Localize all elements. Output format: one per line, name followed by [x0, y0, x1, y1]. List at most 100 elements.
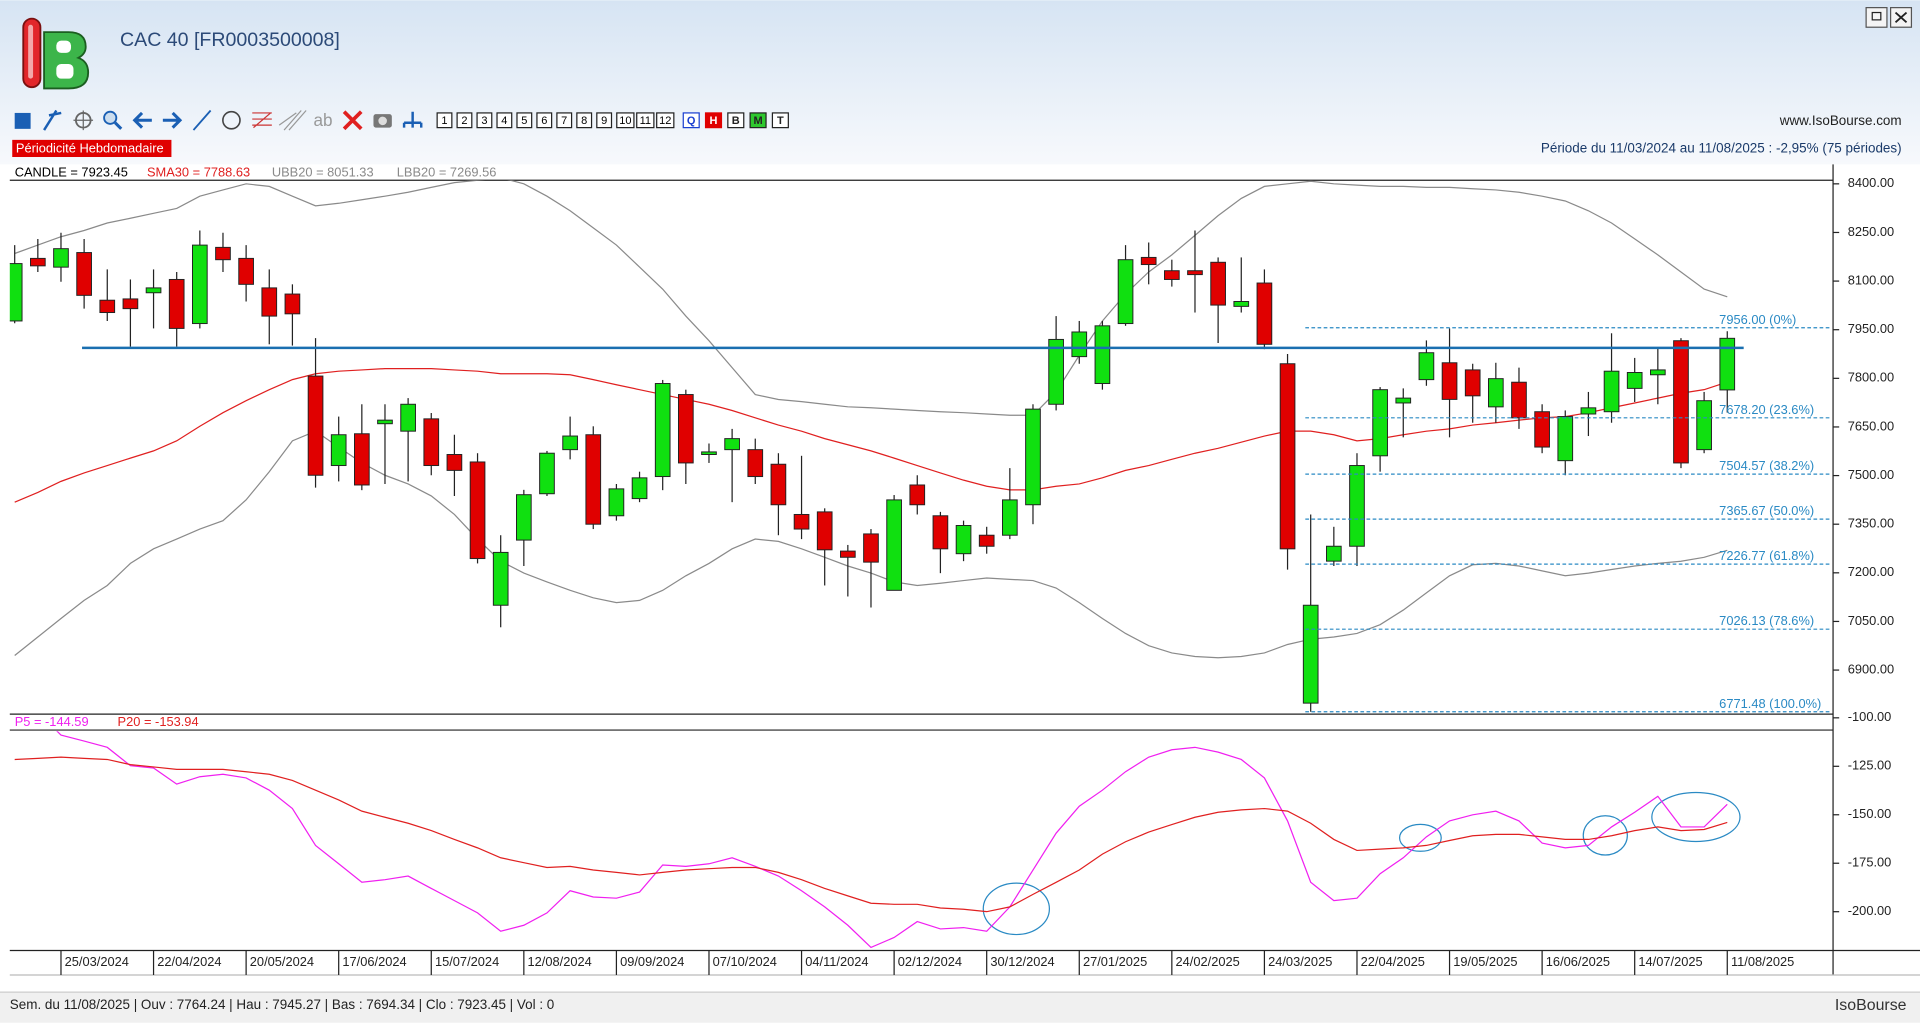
- interval-button-label: T: [777, 115, 784, 127]
- tool-fan[interactable]: [278, 110, 307, 131]
- annotation-circle: [1398, 823, 1442, 852]
- periodicity: Périodicité Hebdomadaire: [16, 140, 164, 155]
- period-button[interactable]: [636, 112, 655, 129]
- interval-button[interactable]: [749, 112, 767, 129]
- candle-body: [515, 494, 532, 541]
- tool-text[interactable]: ab: [313, 110, 332, 130]
- candle-body: [1302, 604, 1319, 704]
- candle-body: [1626, 372, 1643, 389]
- fib-label: 7026.13 (78.6%): [1719, 613, 1814, 628]
- x-tick-label: 22/04/2024: [157, 954, 221, 969]
- tool-pencil[interactable]: [43, 109, 62, 131]
- interval-button[interactable]: [704, 112, 723, 129]
- candle-body: [1233, 301, 1250, 307]
- candle-body: [168, 278, 185, 329]
- period-button-label: 3: [481, 115, 487, 127]
- candle-body: [1464, 369, 1481, 397]
- annotation-circle: [982, 882, 1050, 936]
- period-button[interactable]: [576, 112, 593, 129]
- period-button-label: 4: [501, 115, 507, 127]
- candle-body: [492, 551, 509, 606]
- period-button-label: 9: [601, 115, 607, 127]
- candle-body: [1164, 270, 1180, 280]
- y-tick-label: -175.00: [1848, 855, 1892, 870]
- candle-body: [1140, 256, 1157, 266]
- restore-button[interactable]: [1865, 7, 1888, 28]
- annotation-circle: [1582, 815, 1628, 856]
- period-button[interactable]: [656, 112, 675, 129]
- fib-label: 7226.77 (61.8%): [1719, 548, 1814, 563]
- indicator-plot: [14, 731, 1741, 949]
- interval-button[interactable]: [727, 112, 745, 129]
- candle-body: [1048, 338, 1064, 405]
- candle-body: [654, 383, 671, 478]
- interval-button-label: H: [710, 115, 718, 127]
- y-tick-label: 8400.00: [1848, 175, 1894, 190]
- fib-label: 7956.00 (0%): [1719, 312, 1796, 327]
- candle-body: [886, 499, 902, 591]
- candle-body: [1650, 369, 1666, 376]
- x-tick-label: 17/06/2024: [342, 954, 406, 969]
- fib-label: 6771.48 (100.0%): [1719, 696, 1821, 711]
- tool-fibo[interactable]: [252, 112, 272, 129]
- candle-body: [724, 438, 740, 451]
- period-button[interactable]: [476, 112, 493, 129]
- x-tick-label: 20/05/2024: [250, 954, 314, 969]
- tool-forward[interactable]: [162, 111, 183, 129]
- y-tick-label: -150.00: [1848, 806, 1892, 821]
- interval-button[interactable]: [682, 112, 700, 129]
- candle-body: [215, 246, 231, 261]
- period-button[interactable]: [496, 112, 513, 129]
- candle-body: [1071, 331, 1088, 358]
- interval-button[interactable]: [771, 112, 789, 129]
- fib-label: 7678.20 (23.6%): [1719, 402, 1814, 417]
- candle-body: [608, 488, 625, 517]
- interval-button-label: B: [732, 115, 740, 127]
- candle-body: [955, 525, 972, 555]
- periodicity-badge: [12, 139, 172, 158]
- tool-delete[interactable]: [342, 110, 363, 131]
- tool-zoom[interactable]: [103, 110, 118, 125]
- candle-body: [816, 511, 833, 551]
- period-button-label: 2: [461, 115, 467, 127]
- candle-body: [770, 463, 787, 506]
- candle-body: [1395, 397, 1412, 404]
- axes: 8400.00 8250.00 8100.00 7950.00 7800.00 7650.…: [15, 164, 1894, 975]
- candle-body: [261, 287, 278, 317]
- period-button[interactable]: [516, 112, 533, 129]
- legend-entry: UBB20 = 8051.33: [272, 164, 374, 179]
- window-controls[interactable]: [1865, 7, 1913, 28]
- y-tick-label: 8250.00: [1848, 224, 1894, 239]
- period-button[interactable]: [436, 112, 453, 129]
- main-plot: [9, 180, 1831, 713]
- candle-body: [1372, 389, 1388, 457]
- period-button[interactable]: [596, 112, 613, 129]
- tool-line[interactable]: [192, 109, 212, 131]
- y-tick-label: 6900.00: [1848, 661, 1894, 676]
- period-button[interactable]: [536, 112, 553, 129]
- candle-body: [1487, 378, 1504, 408]
- window-title: CAC 40 [FR0003500008]: [120, 29, 340, 51]
- overlay-line: [14, 180, 1728, 416]
- candle-body: [747, 449, 764, 478]
- period-button[interactable]: [556, 112, 573, 129]
- y-tick-label: 7500.00: [1848, 467, 1894, 482]
- x-tick-label: 12/08/2024: [528, 954, 592, 969]
- candle-body: [1025, 408, 1041, 506]
- period-button[interactable]: [616, 112, 635, 129]
- status-text: Sem. du 11/08/2025 | Ouv : 7764.24 | Hau…: [10, 997, 555, 1012]
- legend-entry: P5 = -144.59: [15, 714, 89, 729]
- tool-circle[interactable]: [222, 110, 241, 130]
- candle-body: [354, 433, 370, 486]
- tool-back[interactable]: [132, 111, 152, 129]
- tool-select[interactable]: [14, 112, 31, 129]
- candle-body: [284, 293, 301, 315]
- tool-tree[interactable]: [402, 111, 423, 128]
- y-tick-label: 7950.00: [1848, 321, 1894, 336]
- candle-body: [978, 534, 995, 547]
- period-button[interactable]: [456, 112, 473, 129]
- indicator-line: [56, 731, 1728, 949]
- candle-body: [191, 244, 208, 325]
- tool-crosshair-lines: [73, 110, 94, 131]
- candle-body: [1557, 416, 1574, 462]
